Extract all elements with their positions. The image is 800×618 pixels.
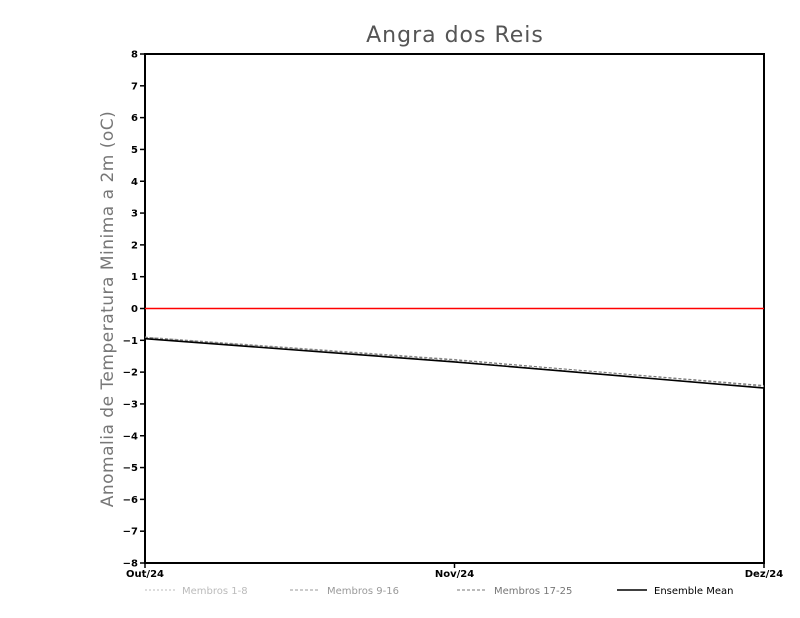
y-tick-label: 7 bbox=[131, 81, 138, 92]
y-tick-label: 5 bbox=[131, 145, 138, 156]
y-tick-label: 0 bbox=[131, 304, 138, 315]
y-tick-label: −7 bbox=[123, 527, 138, 538]
y-tick-label: 3 bbox=[131, 209, 138, 220]
x-tick-label: Out/24 bbox=[126, 569, 164, 580]
y-tick-label: 2 bbox=[131, 240, 138, 251]
legend: Membros 1-8 Membros 9-16 Membros 17-25 Ense… bbox=[145, 586, 733, 597]
y-tick-label: −6 bbox=[123, 495, 138, 506]
chart-title: Angra dos Reis bbox=[366, 23, 544, 48]
y-axis-ticks: 8 7 6 5 4 3 2 1 0 −1 −2 −3 −4 −5 −6 −7 −8 bbox=[123, 50, 145, 570]
y-tick-label: −3 bbox=[123, 399, 138, 410]
y-tick-label: 1 bbox=[131, 272, 138, 283]
y-tick-label: 6 bbox=[131, 113, 138, 124]
x-tick-label: Nov/24 bbox=[435, 569, 474, 580]
legend-label: Membros 17-25 bbox=[494, 586, 572, 597]
x-axis-ticks: Out/24 Nov/24 Dez/24 bbox=[126, 563, 783, 580]
series-line-2 bbox=[144, 337, 765, 386]
y-tick-label: 4 bbox=[131, 177, 138, 188]
y-tick-label: −2 bbox=[123, 368, 138, 379]
y-tick-label: −8 bbox=[123, 559, 138, 570]
x-tick-label: Dez/24 bbox=[745, 569, 784, 580]
y-tick-label: 8 bbox=[131, 50, 138, 61]
legend-label: Membros 1-8 bbox=[182, 586, 248, 597]
y-axis-label: Anomalia de Temperatura Minima a 2m (oC) bbox=[98, 111, 118, 508]
series-line-3 bbox=[144, 337, 765, 389]
y-tick-label: −4 bbox=[123, 431, 138, 442]
legend-label: Membros 9-16 bbox=[327, 586, 399, 597]
y-tick-label: −1 bbox=[123, 336, 138, 347]
series-lines bbox=[144, 336, 765, 389]
legend-label: Ensemble Mean bbox=[654, 586, 733, 597]
y-tick-label: −5 bbox=[123, 463, 138, 474]
